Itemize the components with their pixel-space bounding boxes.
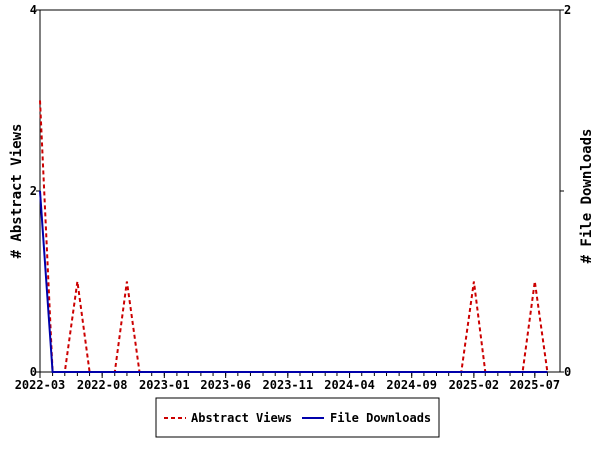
left-y-tick-label: 0: [30, 365, 37, 379]
right-y-tick-label: 0: [564, 365, 571, 379]
x-tick-label: 2022-08: [77, 378, 128, 392]
x-tick-label: 2024-09: [386, 378, 437, 392]
legend-box: [155, 397, 440, 438]
x-tick-label: 2025-02: [449, 378, 500, 392]
right-y-tick-label: 2: [564, 3, 571, 17]
left-axis-title: # Abstract Views: [9, 124, 25, 259]
right-axis-title: # File Downloads: [579, 129, 595, 264]
series-line-file-downloads: [39, 190, 548, 373]
legend: Abstract Views File Downloads: [155, 397, 440, 438]
x-tick-label: 2023-01: [139, 378, 190, 392]
plot-area: [39, 9, 561, 373]
left-y-tick-label: 4: [30, 3, 37, 17]
legend-label-file-downloads: File Downloads: [330, 411, 431, 425]
x-tick-label: 2024-04: [324, 378, 375, 392]
x-tick-label: 2025-07: [510, 378, 561, 392]
x-tick-label: 2023-06: [200, 378, 251, 392]
legend-label-abstract-views: Abstract Views: [191, 411, 292, 425]
left-y-tick-label: 2: [30, 184, 37, 198]
x-tick-label: 2022-03: [15, 378, 66, 392]
x-tick-label: 2023-11: [263, 378, 314, 392]
